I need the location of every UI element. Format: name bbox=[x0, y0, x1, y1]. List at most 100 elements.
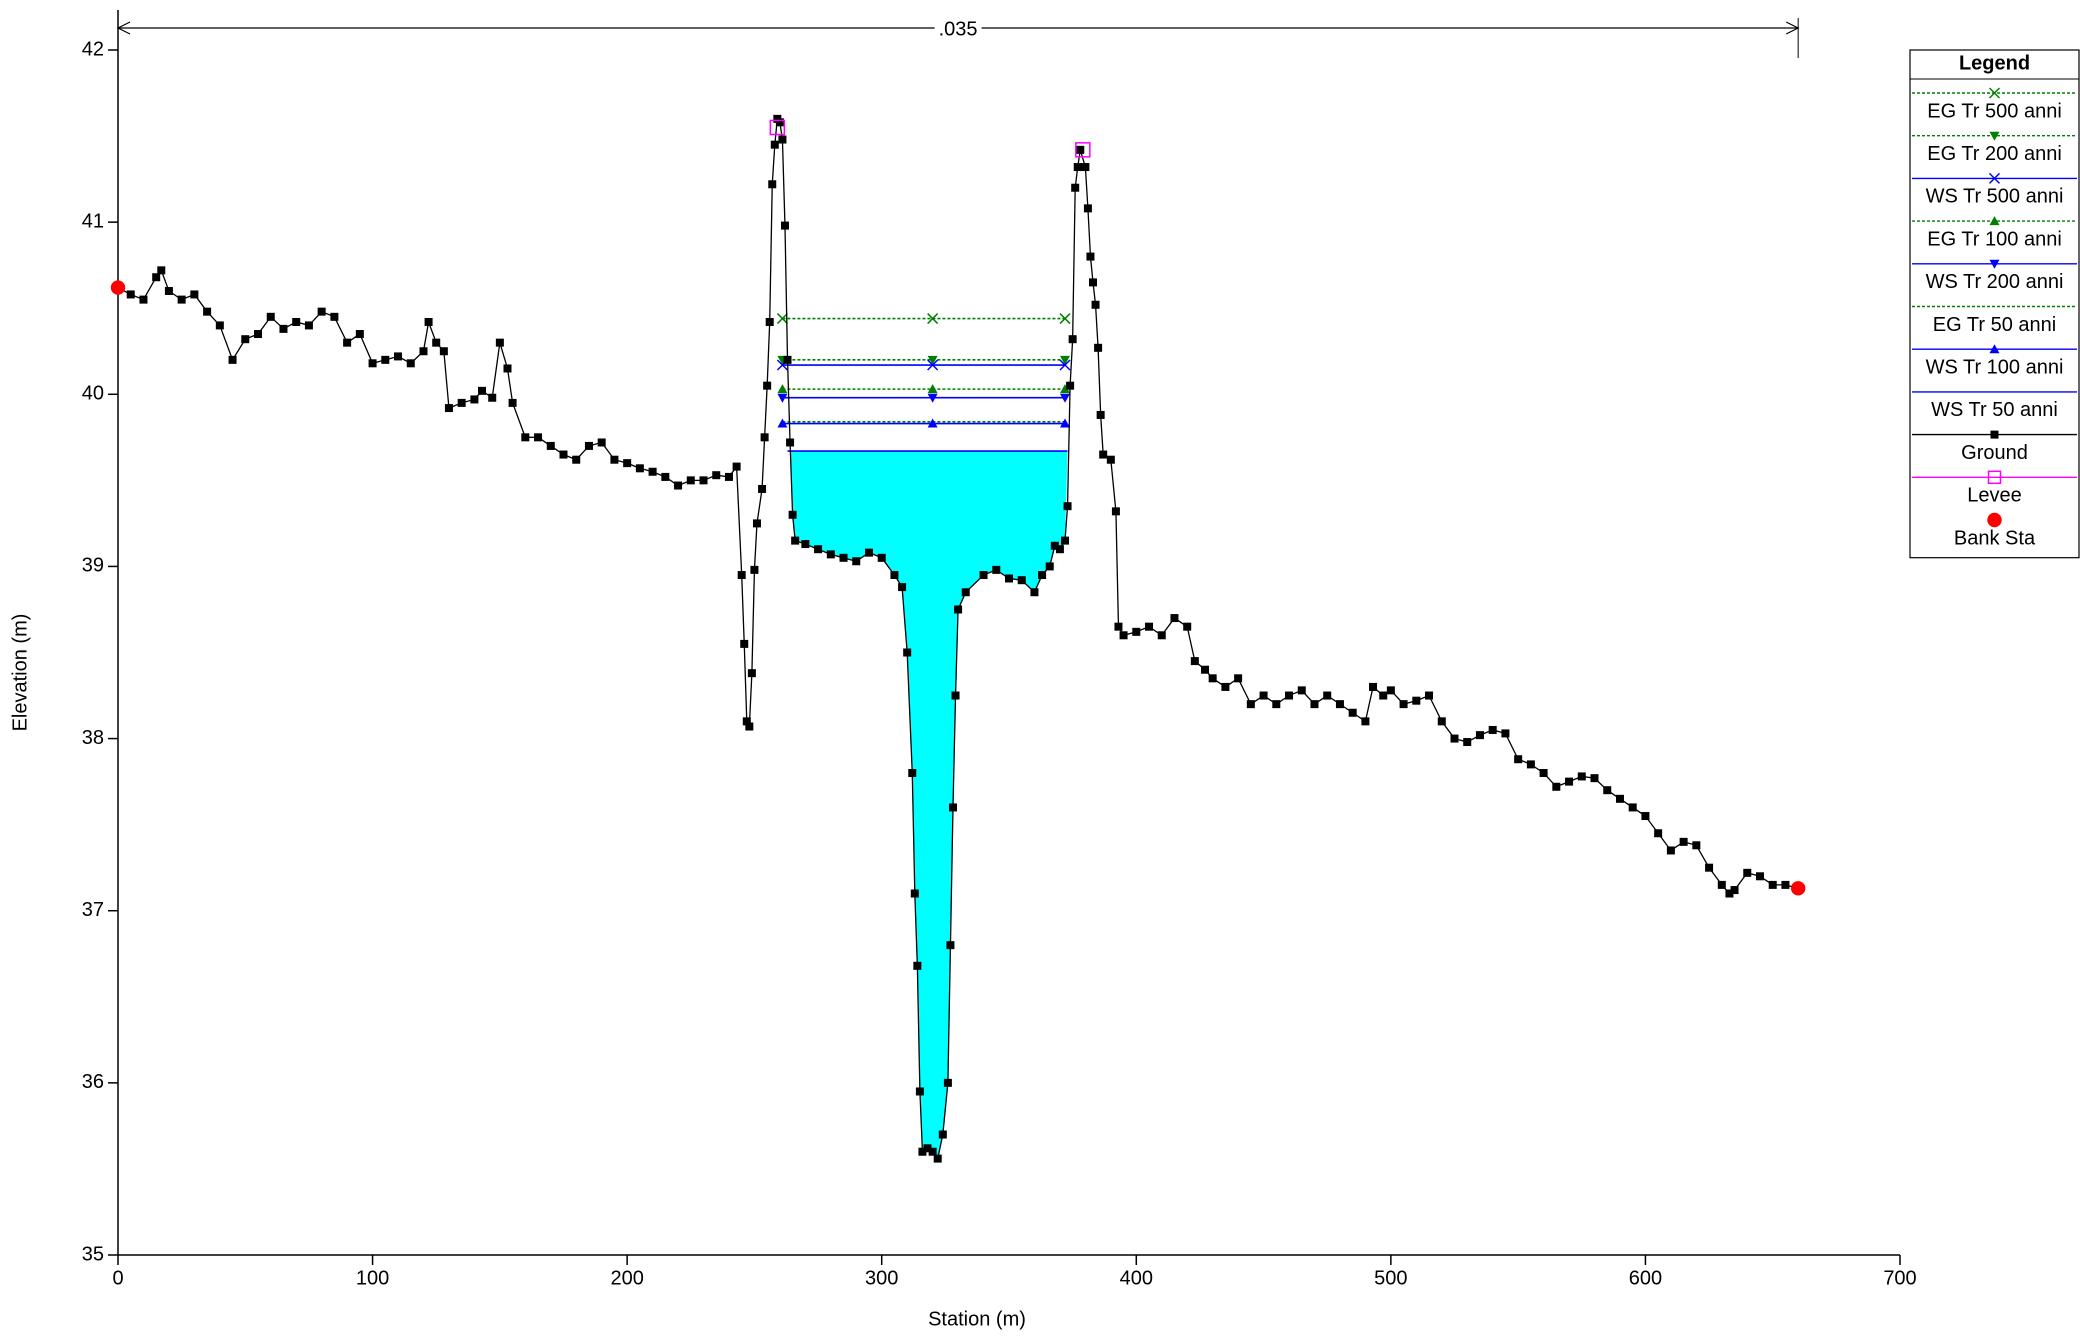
marker bbox=[1989, 259, 2000, 269]
marker bbox=[1790, 881, 1806, 896]
marker bbox=[546, 441, 555, 450]
marker bbox=[1654, 829, 1663, 838]
marker bbox=[1577, 772, 1586, 781]
marker bbox=[478, 386, 487, 395]
marker bbox=[826, 550, 835, 559]
marker bbox=[1259, 691, 1268, 700]
marker bbox=[890, 571, 899, 580]
marker bbox=[355, 330, 364, 339]
marker bbox=[534, 433, 543, 442]
marker bbox=[1565, 777, 1574, 786]
y-tick-label: 36 bbox=[82, 1071, 104, 1093]
marker bbox=[765, 317, 774, 326]
marker bbox=[241, 335, 250, 344]
x-axis-label: Station (m) bbox=[928, 1308, 1026, 1330]
marker bbox=[508, 398, 517, 407]
marker bbox=[521, 433, 530, 442]
marker bbox=[317, 307, 326, 316]
marker bbox=[1361, 717, 1370, 726]
marker bbox=[406, 359, 415, 368]
marker bbox=[1038, 571, 1047, 580]
marker bbox=[1201, 665, 1210, 674]
marker bbox=[1060, 393, 1071, 403]
marker bbox=[559, 450, 568, 459]
marker bbox=[381, 355, 390, 364]
marker bbox=[488, 393, 497, 402]
marker bbox=[1989, 131, 2000, 141]
marker bbox=[1552, 782, 1561, 791]
marker bbox=[1297, 686, 1306, 695]
legend-label: Levee bbox=[1967, 485, 2022, 507]
x-tick-label: 400 bbox=[1120, 1267, 1153, 1289]
marker bbox=[661, 472, 670, 481]
x-tick-label: 300 bbox=[865, 1267, 898, 1289]
marker bbox=[1539, 769, 1548, 777]
legend-label: EG Tr 100 anni bbox=[1927, 228, 2062, 250]
x-tick-label: 200 bbox=[610, 1267, 643, 1289]
marker bbox=[1988, 172, 2001, 184]
marker bbox=[1615, 794, 1624, 803]
marker bbox=[943, 1078, 952, 1087]
marker bbox=[1096, 410, 1105, 419]
marker bbox=[1987, 470, 2002, 485]
marker bbox=[1590, 774, 1599, 783]
marker bbox=[918, 1147, 927, 1156]
y-tick-label: 37 bbox=[82, 899, 104, 921]
marker bbox=[1094, 343, 1103, 352]
marker bbox=[699, 476, 708, 485]
marker bbox=[1208, 674, 1217, 683]
x-tick-label: 500 bbox=[1374, 1267, 1407, 1289]
marker bbox=[1061, 536, 1070, 545]
marker bbox=[791, 536, 800, 545]
marker bbox=[1017, 576, 1026, 585]
marker bbox=[747, 669, 756, 678]
marker bbox=[1272, 700, 1281, 709]
marker bbox=[740, 639, 749, 648]
marker bbox=[1060, 355, 1071, 365]
marker bbox=[777, 393, 788, 403]
marker bbox=[1066, 381, 1075, 390]
marker bbox=[1768, 880, 1777, 889]
marker bbox=[177, 295, 186, 304]
marker bbox=[1111, 507, 1120, 516]
marker bbox=[1641, 812, 1650, 821]
marker bbox=[927, 355, 938, 365]
marker bbox=[304, 321, 313, 330]
marker bbox=[1099, 450, 1108, 459]
y-tick-label: 42 bbox=[82, 38, 104, 60]
marker bbox=[1075, 142, 1091, 158]
marker bbox=[1437, 717, 1446, 726]
marker bbox=[1055, 545, 1064, 554]
marker bbox=[635, 464, 644, 473]
marker bbox=[190, 290, 199, 299]
marker bbox=[1063, 502, 1072, 511]
marker bbox=[215, 321, 224, 330]
marker bbox=[927, 359, 939, 371]
marker bbox=[758, 484, 767, 493]
marker bbox=[770, 140, 779, 149]
marker bbox=[913, 961, 922, 970]
marker bbox=[1425, 691, 1434, 700]
marker bbox=[1335, 700, 1344, 709]
marker bbox=[1091, 300, 1100, 309]
marker bbox=[769, 119, 786, 136]
marker bbox=[457, 398, 466, 407]
marker bbox=[1285, 691, 1294, 700]
marker bbox=[1369, 682, 1378, 691]
marker bbox=[157, 266, 166, 275]
marker bbox=[1679, 837, 1688, 846]
marker bbox=[292, 317, 301, 326]
marker bbox=[877, 553, 886, 562]
marker bbox=[1310, 700, 1319, 709]
marker bbox=[674, 481, 683, 490]
marker bbox=[1501, 729, 1510, 738]
marker bbox=[279, 324, 288, 333]
marker bbox=[1412, 696, 1421, 705]
marker bbox=[768, 180, 777, 189]
marker bbox=[1348, 708, 1357, 717]
legend-label: WS Tr 50 anni bbox=[1931, 399, 2058, 421]
marker bbox=[1059, 313, 1071, 325]
marker bbox=[1145, 622, 1154, 631]
